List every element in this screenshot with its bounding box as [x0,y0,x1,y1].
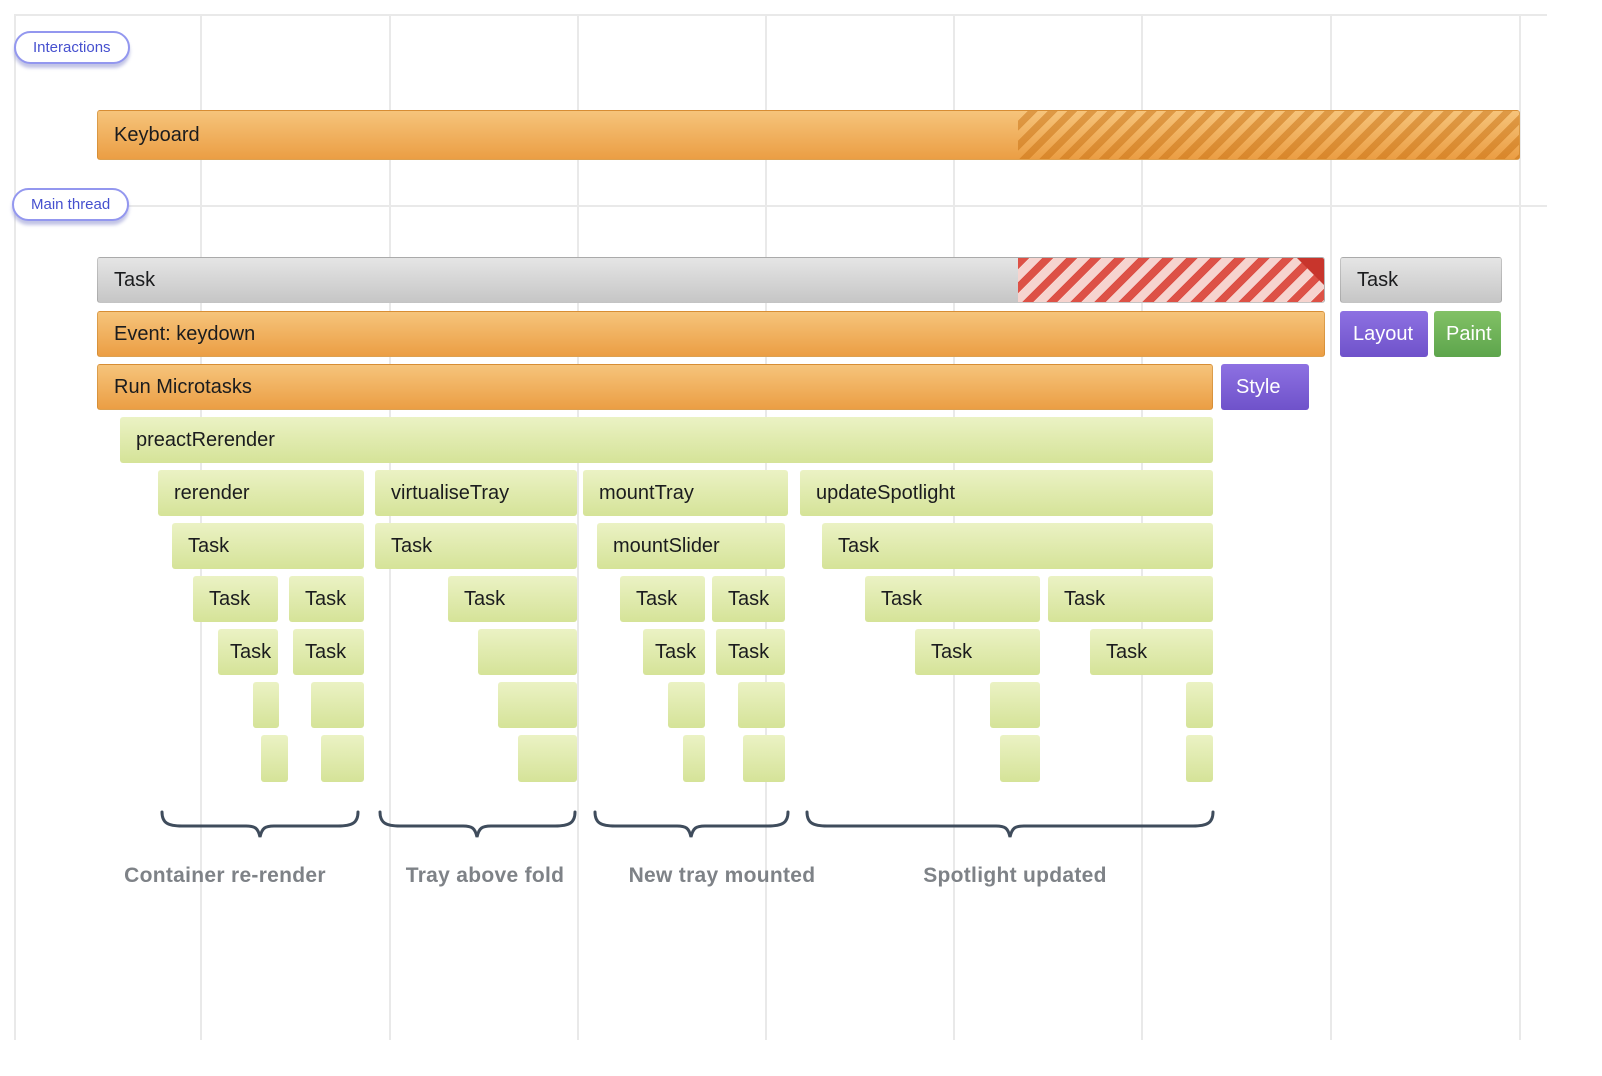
event-keydown-bar[interactable]: Event: keydown [97,311,1325,357]
bar-label: Task [881,587,923,610]
bar-label: Task [636,587,678,610]
long-task-overrun-hatch [1018,258,1324,302]
flame-bar-task[interactable]: Task [1090,629,1213,675]
flame-block[interactable] [1000,735,1040,782]
bar-label: Task [305,640,347,663]
group-brace [378,810,577,838]
gridline-horizontal [14,205,1547,207]
bar-label: Style [1236,375,1281,398]
flame-block[interactable] [253,682,279,728]
group-brace [805,810,1215,838]
flame-block[interactable] [743,735,785,782]
bar-label: Task [305,587,347,610]
flame-bar-mount-slider[interactable]: mountSlider [597,523,785,569]
flame-bar-task[interactable]: Task [218,629,278,675]
bar-label: virtualiseTray [391,481,510,504]
interactions-track-badge[interactable]: Interactions [14,31,130,64]
paint-block[interactable]: Paint [1434,311,1501,357]
bar-label: Task [728,587,770,610]
flame-block[interactable] [1186,682,1213,728]
flame-bar-task[interactable]: Task [375,523,577,569]
bar-label: Task [931,640,973,663]
bar-label: Task [655,640,697,663]
gridline-vertical [1519,14,1521,1040]
main-thread-task-bar[interactable]: Task [97,257,1325,303]
interaction-pending-hatch [1018,111,1519,159]
flame-bar-task[interactable]: Task [865,576,1040,622]
run-microtasks-bar[interactable]: Run Microtasks [97,364,1213,410]
bar-label: preactRerender [136,428,275,451]
flame-bar-task[interactable]: Task [289,576,364,622]
flame-block[interactable] [478,629,577,675]
flame-bar-task[interactable]: Task [712,576,785,622]
gridline-vertical [577,14,579,1040]
bar-label: mountSlider [613,534,720,557]
annotation-label: Spotlight updated [923,864,1107,887]
flame-bar-task[interactable]: Task [1048,576,1213,622]
flame-block[interactable] [518,735,577,782]
bar-label: mountTray [599,481,694,504]
bar-label: Task [1064,587,1106,610]
bar-label: Task [1106,640,1148,663]
flame-block[interactable] [990,682,1040,728]
annotation-label: New tray mounted [628,864,816,887]
bar-label: Run Microtasks [114,375,252,398]
flame-block[interactable] [668,682,705,728]
bar-label: Task [209,587,251,610]
followup-task-bar[interactable]: Task [1340,257,1502,303]
flame-bar-task[interactable]: Task [193,576,278,622]
flame-bar-task[interactable]: Task [293,629,364,675]
flame-bar-update-spotlight[interactable]: updateSpotlight [800,470,1213,516]
group-brace [593,810,790,838]
bar-label: Layout [1353,322,1414,345]
flame-block[interactable] [311,682,364,728]
flame-bar-task[interactable]: Task [716,629,785,675]
main-thread-track-badge[interactable]: Main thread [12,188,130,221]
flame-block[interactable] [1186,735,1213,782]
flame-bar-task[interactable]: Task [822,523,1213,569]
flame-block[interactable] [321,735,364,782]
flame-bar-task[interactable]: Task [915,629,1040,675]
interaction-keyboard-bar[interactable]: Keyboard [97,110,1520,160]
bar-label: Task [391,534,433,557]
bar-label: Task [230,640,272,663]
flame-bar-task[interactable]: Task [448,576,577,622]
bar-label: Task [114,268,156,291]
flame-block[interactable] [683,735,705,782]
preact-rerender-bar[interactable]: preactRerender [120,417,1213,463]
bar-label: updateSpotlight [816,481,956,504]
bar-label: Event: keydown [114,322,256,345]
bar-label: Keyboard [114,123,200,146]
bar-label: Paint [1446,322,1492,345]
bar-label: Task [188,534,230,557]
gridline-vertical [1330,14,1332,1040]
flame-block[interactable] [498,682,577,728]
flame-bar-rerender[interactable]: rerender [158,470,364,516]
style-recalc-block[interactable]: Style [1221,364,1309,410]
annotation-label: Container re-render [124,864,326,887]
bar-label: Task [464,587,506,610]
gridline-vertical [14,14,16,1040]
bar-label: Task [728,640,770,663]
flame-bar-mount-tray[interactable]: mountTray [583,470,788,516]
flame-block[interactable] [738,682,785,728]
bar-label: rerender [174,481,250,504]
flame-bar-task[interactable]: Task [620,576,705,622]
flame-bar-task[interactable]: Task [172,523,364,569]
flame-bar-task[interactable]: Task [643,629,705,675]
bar-label: Task [1357,268,1399,291]
group-brace [160,810,360,838]
long-task-warning-triangle [1297,258,1324,285]
gridline-horizontal [14,14,1547,16]
layout-block[interactable]: Layout [1340,311,1428,357]
flame-bar-virtualise-tray[interactable]: virtualiseTray [375,470,577,516]
flame-block[interactable] [261,735,288,782]
bar-label: Task [838,534,880,557]
annotation-label: Tray above fold [405,864,565,887]
